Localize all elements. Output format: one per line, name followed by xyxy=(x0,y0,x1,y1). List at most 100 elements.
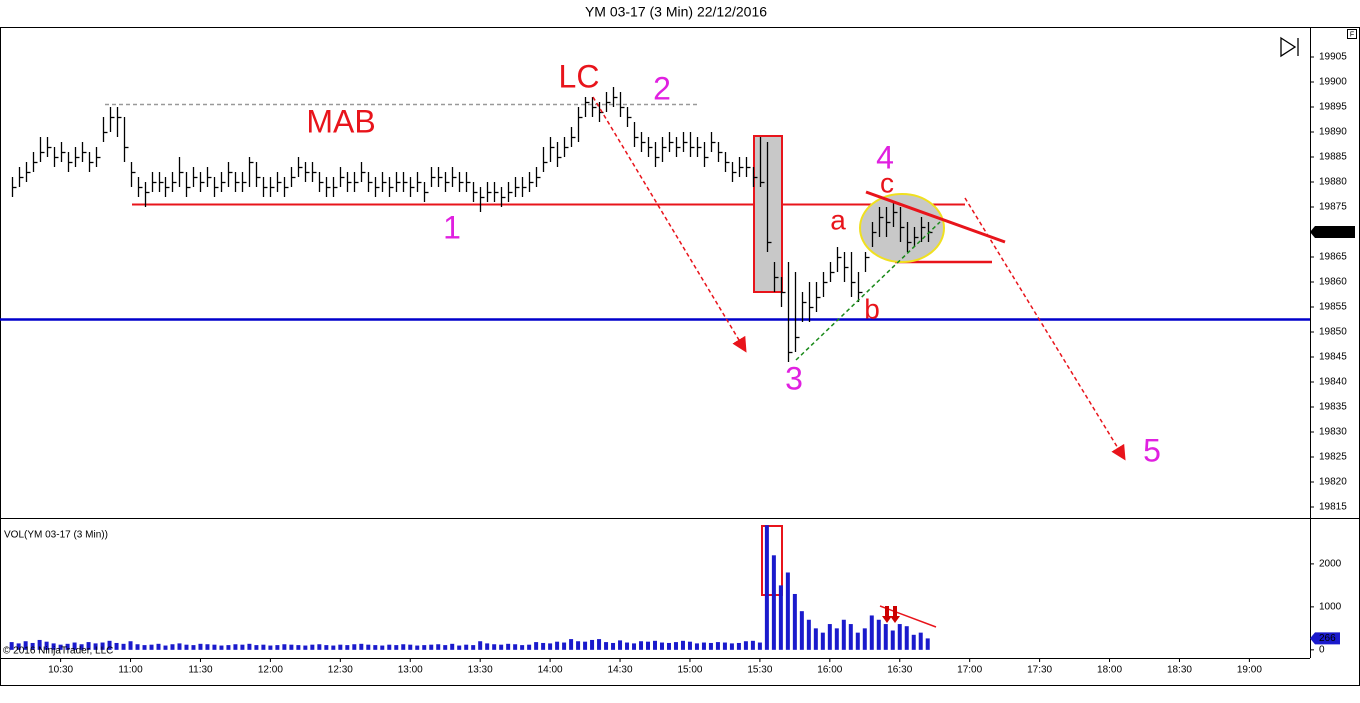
volume-bar xyxy=(303,645,308,650)
volume-bar xyxy=(282,644,287,650)
volume-bar xyxy=(9,642,14,650)
volume-bar xyxy=(666,642,671,650)
volume-bar xyxy=(771,555,776,650)
x-tick-label: 18:00 xyxy=(1097,665,1122,676)
volume-bar xyxy=(757,642,762,650)
last-price-label: 19870 xyxy=(1319,227,1347,238)
x-tick-label: 11:30 xyxy=(188,665,213,676)
trend-line xyxy=(865,190,1006,244)
volume-bar xyxy=(401,644,406,650)
volume-bar xyxy=(625,642,630,650)
volume-bar xyxy=(834,628,839,650)
y-tick-label: 19825 xyxy=(1319,452,1347,463)
volume-bar xyxy=(261,644,266,650)
y-tick-label: 19850 xyxy=(1319,327,1347,338)
annotation: MAB xyxy=(306,103,375,139)
arrow xyxy=(592,96,747,353)
annotation: c xyxy=(880,167,894,198)
volume-bar xyxy=(394,645,399,650)
volume-bar xyxy=(827,624,832,650)
volume-bar xyxy=(436,644,441,650)
x-tick-label: 15:30 xyxy=(747,665,772,676)
x-tick-label: 18:30 xyxy=(1167,665,1192,676)
chart-title: YM 03-17 (3 Min) 22/12/2016 xyxy=(585,4,767,20)
volume-bar xyxy=(694,643,699,650)
x-tick-label: 12:30 xyxy=(328,665,353,676)
volume-bar xyxy=(345,645,350,650)
y-tick-label: 2000 xyxy=(1319,559,1342,570)
volume-bar xyxy=(198,643,203,650)
volume-bar xyxy=(855,632,860,650)
y-tick-label: 19905 xyxy=(1319,52,1347,63)
y-tick-label: 19895 xyxy=(1319,102,1347,113)
volume-bar xyxy=(576,641,581,650)
volume-bar xyxy=(177,643,182,650)
volume-bar xyxy=(611,642,616,650)
volume-bar xyxy=(65,643,70,650)
volume-bar xyxy=(380,645,385,650)
volume-bar xyxy=(310,644,315,650)
annotation: 1 xyxy=(443,209,461,245)
volume-bar xyxy=(247,643,252,650)
copyright: © 2016 NinjaTrader, LLC xyxy=(3,646,113,657)
volume-bar xyxy=(890,630,895,650)
volume-bar xyxy=(317,644,322,650)
volume-bar xyxy=(583,641,588,650)
x-tick-label: 12:00 xyxy=(258,665,283,676)
x-tick-label: 17:30 xyxy=(1027,665,1052,676)
volume-bar xyxy=(632,643,637,650)
volume-bar xyxy=(729,643,734,650)
volume-bar xyxy=(205,644,210,650)
volume-bar xyxy=(799,611,804,650)
volume-bar xyxy=(128,641,133,650)
volume-bar xyxy=(764,525,769,650)
volume-bar xyxy=(527,644,532,650)
volume-bar xyxy=(506,643,511,650)
y-tick-label: 19900 xyxy=(1319,77,1347,88)
volume-bar xyxy=(904,626,909,650)
volume-bar xyxy=(715,642,720,650)
panel-button[interactable] xyxy=(1347,29,1357,39)
volume-bar xyxy=(639,641,644,650)
volume-bar xyxy=(778,585,783,650)
volume-bar xyxy=(708,642,713,650)
volume-bar xyxy=(513,644,518,650)
volume-bar xyxy=(219,645,224,650)
y-tick-label: 19835 xyxy=(1319,402,1347,413)
volume-bar xyxy=(925,638,930,650)
volume-bar xyxy=(289,644,294,650)
annotation: 4 xyxy=(876,139,894,175)
volume-bar xyxy=(534,642,539,650)
volume-bar xyxy=(813,628,818,650)
y-tick-label: 19875 xyxy=(1319,202,1347,213)
volume-bar xyxy=(736,642,741,650)
volume-bar xyxy=(555,641,560,650)
scroll-end-icon[interactable] xyxy=(1280,36,1299,58)
annotation: a xyxy=(830,204,846,235)
volume-bar xyxy=(135,644,140,650)
y-tick-label: 19885 xyxy=(1319,152,1347,163)
volume-bar xyxy=(23,641,28,650)
volume-bar xyxy=(44,641,49,650)
volume-bar xyxy=(142,645,147,650)
panel-button-icon: F xyxy=(1350,31,1354,38)
y-tick-label: 19830 xyxy=(1319,427,1347,438)
volume-bar xyxy=(659,642,664,650)
trend-line xyxy=(795,221,941,361)
volume-bar xyxy=(58,644,63,650)
volume-bar xyxy=(366,644,371,650)
y-tick-label: 19880 xyxy=(1319,177,1347,188)
volume-bar xyxy=(869,615,874,650)
frame xyxy=(0,27,1360,686)
volume-bar xyxy=(212,644,217,650)
annotation: b xyxy=(864,293,880,324)
volume-bar xyxy=(254,645,259,650)
volume-bar xyxy=(240,644,245,650)
y-tick-label: 19845 xyxy=(1319,352,1347,363)
volume-bar xyxy=(722,642,727,650)
volume-bar xyxy=(806,619,811,650)
x-tick-label: 17:00 xyxy=(957,665,982,676)
volume-bar xyxy=(121,643,126,650)
volume-bar xyxy=(646,641,651,650)
y-tick-label: 19865 xyxy=(1319,252,1347,263)
